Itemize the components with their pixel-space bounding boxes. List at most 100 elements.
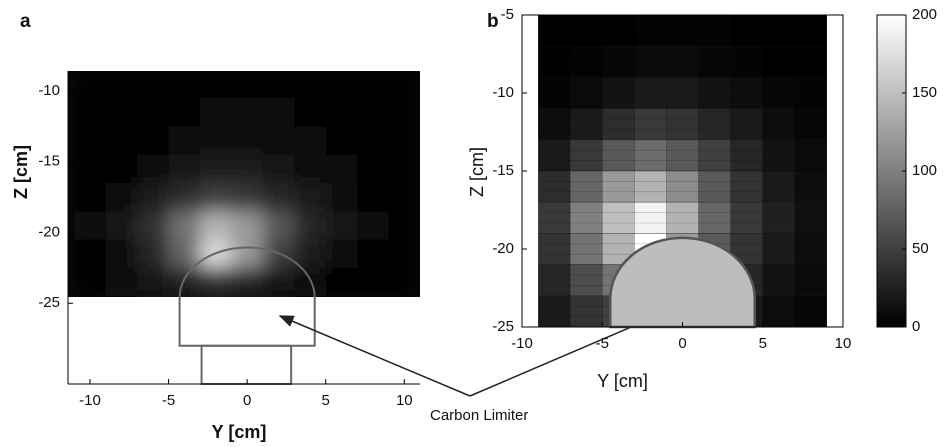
cell: [569, 233, 603, 265]
cell: [74, 182, 107, 212]
cell: [634, 45, 668, 78]
cell: [357, 239, 389, 268]
x-axis-label: Y [cm]: [212, 422, 267, 442]
cell: [730, 77, 764, 109]
y-tick-label: -20: [492, 240, 514, 257]
cell: [137, 97, 169, 127]
cell: [357, 126, 389, 155]
cell: [325, 267, 358, 297]
cell: [200, 211, 232, 240]
cell: [168, 182, 201, 212]
limiter-stem: [200, 344, 293, 386]
cell: [105, 267, 138, 297]
y-tick-label: -10: [492, 84, 514, 101]
cell: [762, 45, 796, 78]
cell: [357, 97, 389, 127]
y-axis-label: Z [cm]: [11, 145, 31, 199]
cell: [537, 77, 571, 109]
cell: [231, 71, 264, 98]
cell: [698, 170, 732, 203]
cell: [601, 170, 635, 203]
cell: [74, 267, 107, 297]
cell: [168, 97, 201, 127]
cell: [762, 170, 796, 203]
cell: [200, 97, 232, 127]
cell: [698, 139, 732, 172]
cell: [294, 182, 327, 212]
cell: [537, 170, 571, 203]
cell: [231, 126, 264, 155]
x-tick-label: -10: [79, 392, 101, 409]
cell: [262, 182, 295, 212]
cell: [388, 71, 420, 98]
cell: [325, 239, 358, 268]
cell: [231, 239, 264, 268]
x-tick-label: 0: [678, 335, 686, 352]
panel-label: b: [487, 11, 499, 32]
cell: [294, 71, 327, 98]
cell: [294, 267, 327, 297]
cell: [168, 267, 201, 297]
cell: [537, 201, 571, 234]
cell: [762, 233, 796, 265]
cell: [388, 267, 420, 297]
cell: [762, 108, 796, 141]
y-tick-label: -15: [38, 153, 60, 170]
cell: [730, 45, 764, 78]
cell: [137, 267, 169, 297]
cell: [168, 211, 201, 240]
cell: [794, 201, 828, 234]
cell: [137, 126, 169, 155]
cell: [74, 211, 107, 240]
cell: [388, 239, 420, 268]
cell: [231, 97, 264, 127]
cell: [325, 182, 358, 212]
cell: [137, 239, 169, 268]
cell: [105, 126, 138, 155]
cell: [74, 97, 107, 127]
cell: [698, 108, 732, 141]
cell: [105, 239, 138, 268]
blurred-image: [74, 71, 420, 297]
cell: [762, 77, 796, 109]
cell: [794, 295, 828, 328]
cell: [294, 97, 327, 127]
cell: [74, 126, 107, 155]
cell: [569, 77, 603, 109]
cell: [388, 182, 420, 212]
cell: [537, 108, 571, 141]
cell: [666, 45, 700, 78]
cell: [794, 264, 828, 297]
cell: [74, 239, 107, 268]
annotation: Carbon Limiter: [430, 407, 528, 424]
carbon-limiter: [609, 236, 756, 329]
cell: [231, 211, 264, 240]
cell: [634, 77, 668, 109]
cell: [730, 139, 764, 172]
y-tick-label: -25: [38, 294, 60, 311]
cell: [388, 126, 420, 155]
cell: [569, 108, 603, 141]
cell: [74, 71, 107, 98]
cell: [200, 71, 232, 98]
colorbar-tick-label: 100: [912, 162, 937, 179]
cell: [168, 71, 201, 98]
cell: [666, 77, 700, 109]
cell: [569, 264, 603, 297]
cell: [730, 170, 764, 203]
cell: [569, 201, 603, 234]
cell: [794, 77, 828, 109]
cell: [200, 182, 232, 212]
x-tick-label: 5: [759, 335, 767, 352]
colorbar-tick-label: 0: [912, 318, 920, 335]
cell: [762, 14, 796, 47]
cell: [325, 154, 358, 183]
cell: [537, 264, 571, 297]
cell: [698, 14, 732, 47]
cell: [168, 154, 201, 183]
cell: [794, 45, 828, 78]
cell: [137, 211, 169, 240]
cell: [294, 154, 327, 183]
cell: [537, 233, 571, 265]
